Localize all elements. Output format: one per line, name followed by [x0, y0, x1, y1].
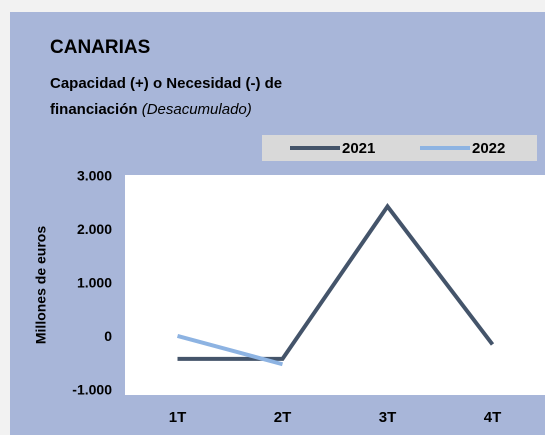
y-axis-label: Millones de euros [33, 226, 49, 344]
legend-label: 2022 [472, 140, 505, 157]
subtitle: financiación [50, 101, 138, 118]
y-tick-label: 0 [104, 328, 112, 344]
y-tick-label: 3.000 [77, 168, 112, 184]
chart-title: CANARIAS [50, 37, 150, 58]
x-tick-label: 1T [169, 409, 187, 426]
x-tick-label: 4T [484, 409, 502, 426]
subtitle: financiación (Desacumulado) [50, 101, 252, 118]
legend-label: 2021 [342, 140, 375, 157]
x-tick-label: 3T [379, 409, 397, 426]
subtitle-note: (Desacumulado) [142, 101, 252, 118]
y-tick-label: 2.000 [77, 221, 112, 237]
y-tick-label: -1.000 [72, 382, 112, 398]
line-series [177, 203, 495, 361]
line-series [176, 333, 284, 367]
subtitle: Capacidad (+) o Necesidad (-) de [50, 75, 282, 92]
x-tick-label: 2T [274, 409, 292, 426]
y-tick-label: 1.000 [77, 275, 112, 291]
